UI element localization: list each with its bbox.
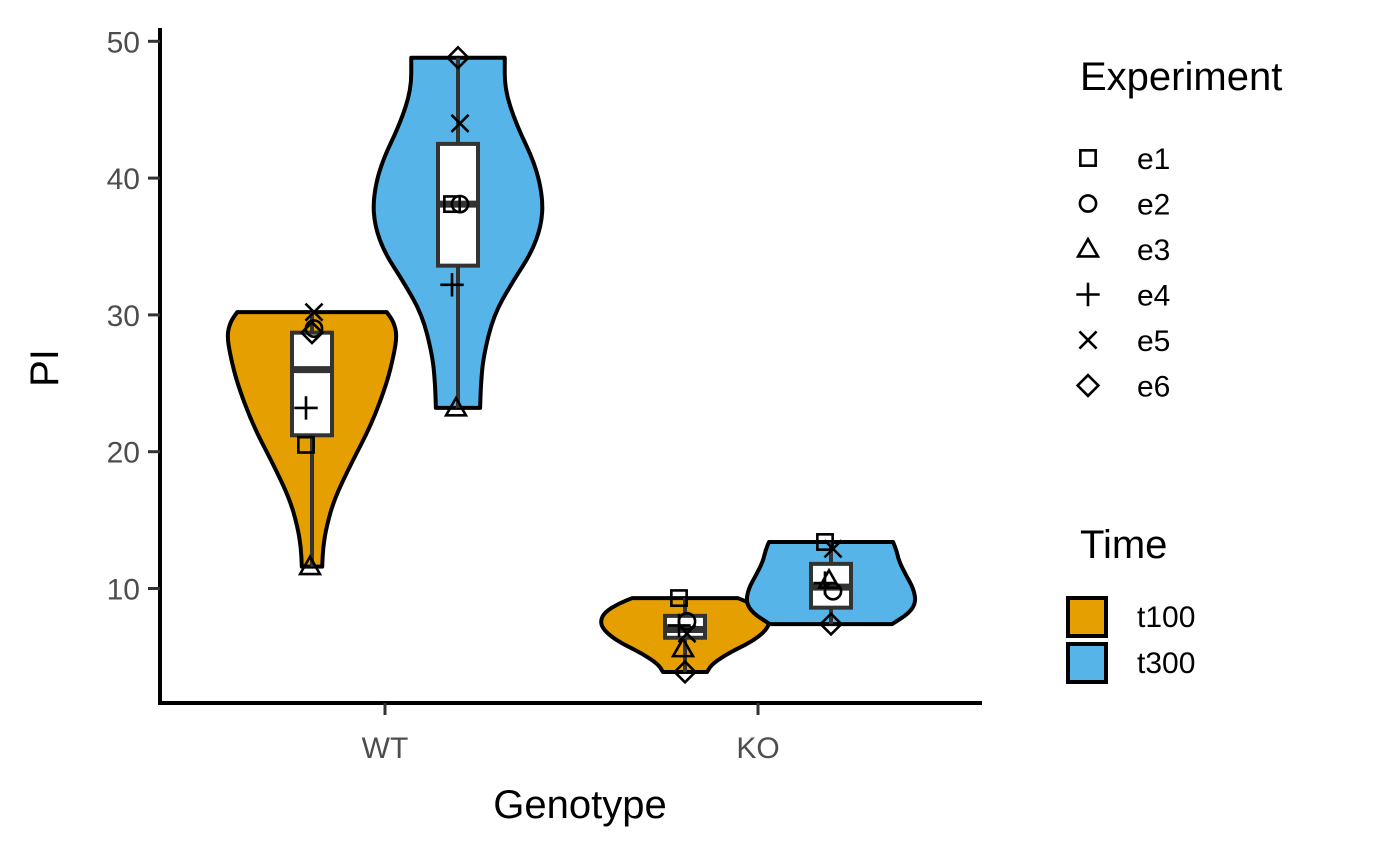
- legend-swatch-t100: [1066, 596, 1108, 638]
- box: [290, 330, 334, 438]
- y-axis-title: PI: [23, 349, 67, 387]
- legend-key-e6: [1075, 373, 1101, 398]
- point-e5: [823, 539, 843, 559]
- legend-key-e2: [1078, 194, 1098, 213]
- point-e1: [297, 435, 315, 454]
- point-e5: [304, 302, 324, 322]
- point-e6: [445, 45, 471, 70]
- legend-key-e3: [1075, 236, 1101, 258]
- violin-group-ko-t100: [599, 589, 771, 685]
- y-tick-label-50: 50: [107, 26, 140, 59]
- legend-swatch-t300: [1066, 642, 1108, 684]
- point-e4: [813, 571, 837, 595]
- legend: Experiment Time e1 e2 e3 e4 e5 e6 t100 t300: [1066, 55, 1282, 684]
- y-tick-label-40: 40: [107, 163, 140, 196]
- shape-legend-title: Experiment: [1080, 55, 1282, 99]
- violin-group-wt-t100: [225, 302, 399, 576]
- legend-label-e2: e2: [1137, 189, 1170, 222]
- point-e3: [670, 636, 696, 658]
- violin-group-ko-t300: [744, 533, 918, 637]
- point-e3: [443, 395, 469, 417]
- y-tick-label-30: 30: [107, 300, 140, 333]
- y-tick-label-10: 10: [107, 574, 140, 607]
- point-e4: [440, 273, 464, 297]
- legend-label-t100: t100: [1137, 601, 1195, 634]
- legend-label-e5: e5: [1137, 325, 1170, 358]
- plot-area: [225, 45, 918, 685]
- point-e5: [677, 624, 697, 644]
- point-e1: [816, 533, 834, 551]
- point-e1: [670, 589, 688, 608]
- legend-label-e6: e6: [1137, 371, 1170, 404]
- point-e6: [818, 611, 844, 637]
- point-e4: [294, 396, 318, 420]
- legend-label-e1: e1: [1137, 143, 1170, 176]
- axes: PI Genotype 10 20 30 40 50 WT KO: [23, 26, 982, 827]
- point-e6: [299, 320, 325, 345]
- violin-group-wt-t300: [371, 45, 545, 417]
- point-e3: [297, 554, 323, 576]
- x-axis-title: Genotype: [493, 783, 666, 827]
- y-tick-label-20: 20: [107, 437, 140, 470]
- legend-key-e4: [1076, 282, 1100, 307]
- legend-label-e3: e3: [1137, 234, 1170, 267]
- point-e5: [450, 113, 470, 133]
- legend-label-t300: t300: [1137, 647, 1195, 680]
- fill-legend-title: Time: [1080, 523, 1167, 567]
- point-e1: [443, 195, 461, 214]
- point-e2: [450, 194, 470, 214]
- legend-key-e1: [1079, 149, 1097, 167]
- legend-key-e5: [1078, 330, 1098, 350]
- point-e6: [672, 659, 698, 685]
- x-tick-label-wt: WT: [362, 732, 409, 765]
- legend-label-e4: e4: [1137, 280, 1170, 313]
- x-tick-label-ko: KO: [736, 732, 779, 765]
